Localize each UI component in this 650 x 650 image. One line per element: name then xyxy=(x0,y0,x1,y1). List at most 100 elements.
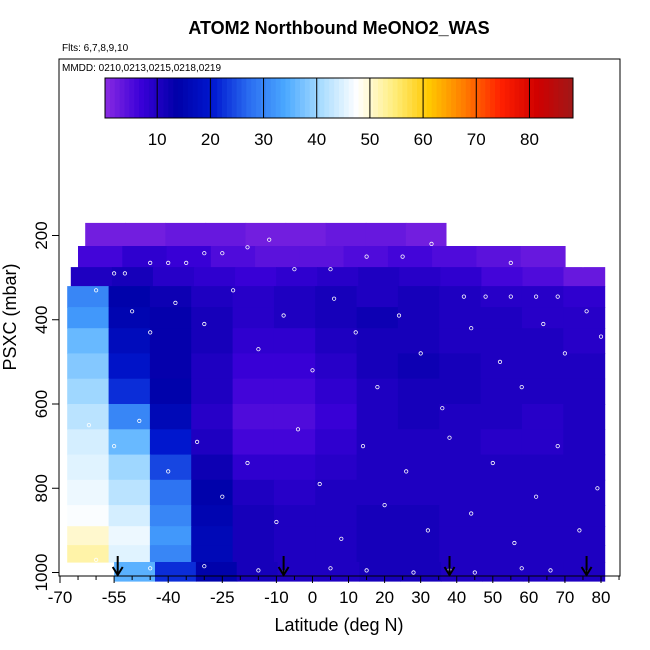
heat-cell xyxy=(521,545,564,563)
heat-cell xyxy=(356,328,399,355)
heat-cell xyxy=(273,307,316,329)
colorbar-segment xyxy=(334,78,340,118)
sample-point xyxy=(220,494,225,499)
heat-cell xyxy=(273,454,316,481)
colorbar-segment xyxy=(105,78,111,118)
colorbar-segment xyxy=(270,78,277,118)
heat-cell xyxy=(439,328,482,355)
heat-cell xyxy=(67,378,110,405)
heat-cell xyxy=(67,286,110,308)
colorbar-segment xyxy=(519,78,525,118)
colorbar-segment xyxy=(231,78,238,118)
heat-cell xyxy=(67,429,110,456)
colorbar-segment xyxy=(524,78,530,118)
heat-cell xyxy=(439,479,482,506)
heat-cell xyxy=(441,562,483,582)
heat-cell xyxy=(563,545,606,563)
latitude-arrow-head xyxy=(277,566,290,577)
heat-cell xyxy=(149,404,192,430)
colorbar-segment xyxy=(324,78,330,118)
heat-cell xyxy=(356,286,399,308)
heat-cell xyxy=(481,267,524,287)
heat-cell xyxy=(191,429,234,456)
colorbar-segment xyxy=(246,78,252,118)
colorbar-segment xyxy=(382,78,389,118)
colorbar-tick-label: 30 xyxy=(254,130,273,149)
heat-cell xyxy=(273,545,316,563)
sample-point xyxy=(166,260,171,265)
colorbar-segment xyxy=(397,78,403,118)
x-tick-label: -70 xyxy=(48,588,73,607)
sample-point xyxy=(86,422,92,428)
sample-point xyxy=(577,528,582,533)
heat-cell xyxy=(273,378,316,405)
colorbar-segment xyxy=(358,78,364,118)
sample-point xyxy=(425,528,430,533)
heat-cell xyxy=(521,429,564,456)
sample-point xyxy=(317,481,322,487)
sample-point xyxy=(447,239,452,244)
heat-cell xyxy=(365,222,407,247)
heat-cell xyxy=(480,328,523,355)
colorbar-segment xyxy=(495,78,501,118)
x-tick-label: -10 xyxy=(264,588,289,607)
x-tick-label: 50 xyxy=(483,588,502,607)
sample-point xyxy=(328,267,333,272)
colorbar-segment xyxy=(421,78,428,118)
heat-cell xyxy=(480,429,523,456)
colorbar-segment xyxy=(538,78,545,118)
heat-cell xyxy=(315,378,358,405)
heat-cell xyxy=(149,307,192,329)
heat-cell xyxy=(315,353,358,380)
colorbar-segment xyxy=(300,78,306,118)
colorbar-segment xyxy=(529,78,535,118)
heat-cell xyxy=(205,222,247,247)
heat-cell xyxy=(232,404,275,430)
colorbar-tick-label: 10 xyxy=(148,130,167,149)
latitude-arrow-head xyxy=(443,566,456,577)
sample-point xyxy=(411,570,416,575)
heat-cell xyxy=(397,479,440,506)
heat-cell xyxy=(397,545,440,563)
heat-cell xyxy=(522,562,565,582)
heat-cell xyxy=(563,404,606,430)
heat-cell xyxy=(149,286,192,308)
colorbar-segment xyxy=(534,78,540,118)
sample-point xyxy=(166,469,171,474)
heat-cell xyxy=(356,307,399,329)
heat-cell xyxy=(108,307,151,329)
heat-cell xyxy=(439,286,482,308)
colorbar-segment xyxy=(558,78,564,118)
sample-point xyxy=(231,288,236,293)
colorbar-segment xyxy=(431,78,438,118)
colorbar-segment xyxy=(456,78,462,118)
heat-cell xyxy=(482,562,524,582)
colorbar-segment xyxy=(183,78,189,118)
heat-cell xyxy=(149,429,192,456)
x-tick-label: -55 xyxy=(102,588,127,607)
heat-cell xyxy=(273,404,316,430)
heat-cell xyxy=(114,562,156,582)
sample-point xyxy=(483,294,488,299)
sample-point xyxy=(256,347,261,352)
colorbar-tick-label: 70 xyxy=(467,130,486,149)
sample-point xyxy=(440,406,445,411)
heat-cell xyxy=(439,404,482,430)
sample-point xyxy=(195,439,200,444)
heat-cell xyxy=(315,454,358,481)
heat-cell xyxy=(191,286,234,308)
heat-cell xyxy=(480,378,523,405)
heat-cell xyxy=(232,353,275,380)
sample-point xyxy=(339,536,344,541)
sample-point xyxy=(130,309,135,314)
x-tick-label: 20 xyxy=(375,588,394,607)
heat-cell xyxy=(67,404,110,430)
heat-cell xyxy=(480,479,523,506)
heat-cell xyxy=(67,353,110,380)
y-tick-label: 200 xyxy=(32,221,51,249)
heat-cell xyxy=(521,526,564,546)
heat-cell xyxy=(67,505,110,527)
heat-cell xyxy=(191,307,234,329)
heat-cell xyxy=(149,526,192,546)
